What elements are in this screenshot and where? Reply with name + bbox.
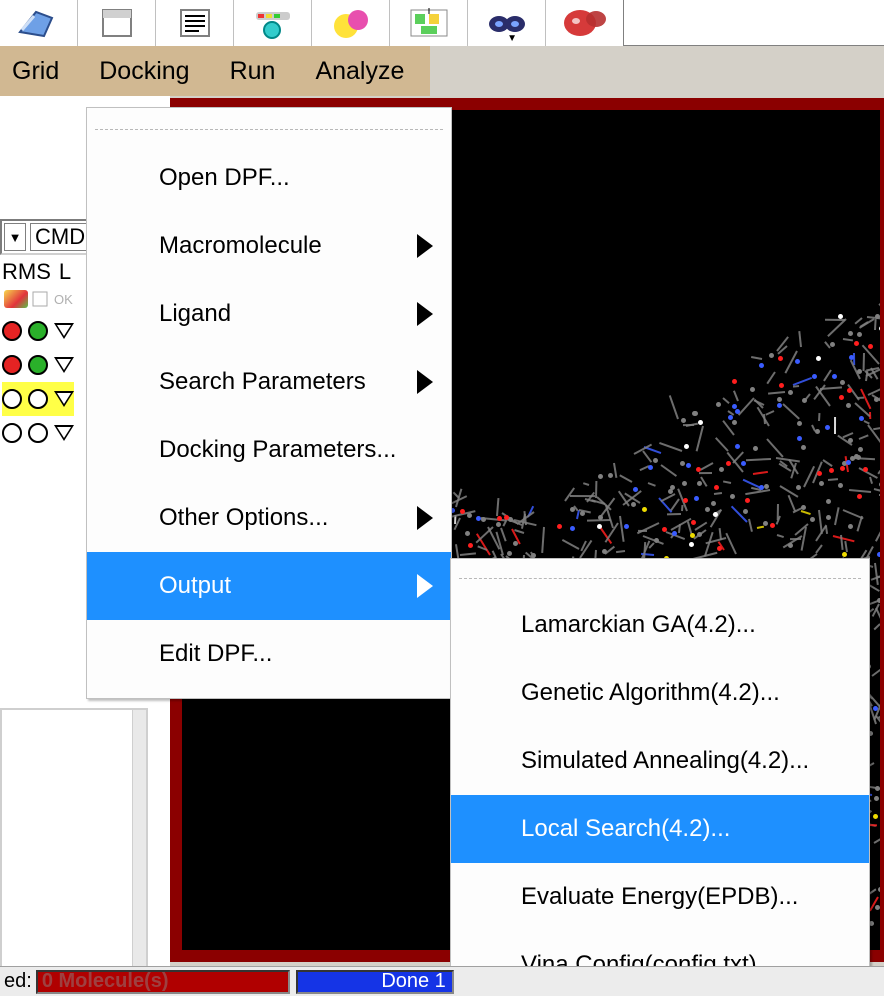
menu-run[interactable]: Run xyxy=(218,46,304,96)
tool-blobs-icon[interactable] xyxy=(546,0,624,46)
triangle-icon[interactable] xyxy=(54,323,74,339)
submenu-item[interactable]: Genetic Algorithm(4.2)... xyxy=(451,659,869,727)
submenu-arrow-icon xyxy=(417,574,433,598)
status-molecules: 0 Molecule(s) xyxy=(36,970,290,994)
submenu-item[interactable]: Lamarckian GA(4.2)... xyxy=(451,591,869,659)
triangle-icon[interactable] xyxy=(54,425,74,441)
triangle-icon[interactable] xyxy=(54,357,74,373)
output-submenu: Lamarckian GA(4.2)...Genetic Algorithm(4… xyxy=(450,558,870,996)
menu-docking[interactable]: Docking xyxy=(87,46,217,96)
triangle-icon[interactable] xyxy=(54,391,74,407)
tool-palette-icon[interactable] xyxy=(234,0,312,46)
menu-item[interactable]: Edit DPF... xyxy=(87,620,451,688)
menu-grid[interactable]: Grid xyxy=(0,46,87,96)
status-ed-label: ed: xyxy=(0,970,36,993)
menu-separator xyxy=(95,112,443,130)
submenu-arrow-icon xyxy=(417,506,433,530)
scrollbar[interactable] xyxy=(132,710,146,996)
menubar: Grid Docking Run Analyze xyxy=(0,46,430,96)
tool-gloves-icon[interactable] xyxy=(0,0,78,46)
mini-window xyxy=(0,708,148,996)
submenu-arrow-icon xyxy=(417,234,433,258)
submenu-item[interactable]: Simulated Annealing(4.2)... xyxy=(451,727,869,795)
menu-item[interactable]: Search Parameters xyxy=(87,348,451,416)
submenu-arrow-icon xyxy=(417,370,433,394)
tool-chart-icon[interactable] xyxy=(390,0,468,46)
tool-paper-icon[interactable] xyxy=(78,0,156,46)
menu-item[interactable]: Ligand xyxy=(87,280,451,348)
dot-grid xyxy=(2,314,74,450)
status-bar: ed: 0 Molecule(s) Done 1 xyxy=(0,966,884,996)
menu-separator xyxy=(459,563,861,579)
menu-item[interactable]: Other Options... xyxy=(87,484,451,552)
submenu-item[interactable]: Local Search(4.2)... xyxy=(451,795,869,863)
toolbar-top: ▼ xyxy=(0,0,884,46)
dropdown-toggle[interactable]: ▼ xyxy=(4,223,26,251)
menu-item[interactable]: Docking Parameters... xyxy=(87,416,451,484)
menu-item[interactable]: Open DPF... xyxy=(87,144,451,212)
status-done: Done 1 xyxy=(296,970,454,994)
tool-lines-icon[interactable] xyxy=(156,0,234,46)
submenu-item[interactable]: Evaluate Energy(EPDB)... xyxy=(451,863,869,931)
menu-analyze[interactable]: Analyze xyxy=(303,46,432,96)
menu-item[interactable]: Macromolecule xyxy=(87,212,451,280)
submenu-arrow-icon xyxy=(417,302,433,326)
docking-menu: Open DPF...MacromoleculeLigandSearch Par… xyxy=(86,107,452,699)
page-icon xyxy=(32,291,50,307)
tool-spheres-icon[interactable] xyxy=(312,0,390,46)
tool-goggles-icon[interactable]: ▼ xyxy=(468,0,546,46)
palette-thumb-icon xyxy=(4,290,28,308)
menu-item[interactable]: Output xyxy=(87,552,451,620)
chevron-down-icon: ▼ xyxy=(507,33,517,44)
